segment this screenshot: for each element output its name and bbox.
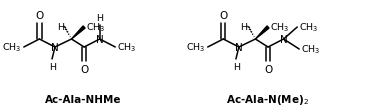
Polygon shape — [256, 27, 269, 40]
Text: O: O — [264, 64, 272, 74]
Text: H: H — [96, 14, 103, 23]
Text: O: O — [80, 64, 88, 74]
Text: H: H — [57, 23, 64, 32]
Text: CH$_3$: CH$_3$ — [86, 22, 105, 34]
Text: CH$_3$: CH$_3$ — [117, 41, 137, 54]
Text: N: N — [280, 35, 288, 45]
Text: O: O — [35, 11, 43, 21]
Text: H: H — [241, 23, 248, 32]
Text: O: O — [219, 11, 228, 21]
Text: Ac-Ala-NHMe: Ac-Ala-NHMe — [45, 94, 121, 104]
Text: N: N — [96, 35, 104, 45]
Text: N: N — [235, 43, 243, 53]
Text: CH$_3$: CH$_3$ — [301, 43, 321, 56]
Text: N: N — [51, 43, 59, 53]
Polygon shape — [71, 27, 85, 40]
Text: H: H — [233, 62, 240, 71]
Text: CH$_3$: CH$_3$ — [299, 22, 319, 34]
Text: CH$_3$: CH$_3$ — [186, 41, 206, 54]
Text: CH$_3$: CH$_3$ — [2, 41, 22, 54]
Text: H: H — [50, 62, 56, 71]
Text: CH$_3$: CH$_3$ — [270, 22, 290, 34]
Text: Ac-Ala-N(Me)$_2$: Ac-Ala-N(Me)$_2$ — [226, 92, 308, 106]
